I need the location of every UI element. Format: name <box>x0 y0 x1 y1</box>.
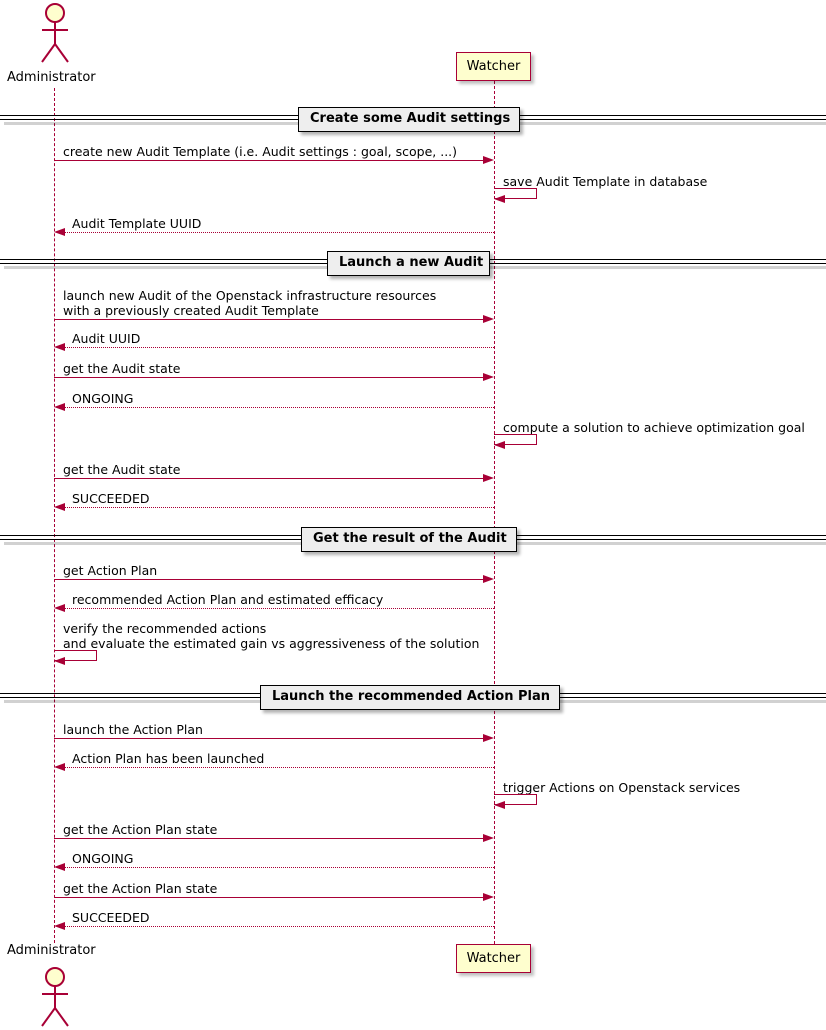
message-label-get-audit-state-2: get the Audit state <box>63 462 181 477</box>
divider-label-launch-new-audit: Launch a new Audit <box>327 251 490 276</box>
divider-label-get-result-of-audit: Get the result of the Audit <box>301 527 517 552</box>
actor-administrator-head-icon <box>41 3 69 63</box>
message-arrowhead-audit-template-uuid <box>54 228 65 236</box>
message-arrowhead-succeeded-audit <box>54 503 65 511</box>
message-label-action-plan-launched: Action Plan has been launched <box>72 751 265 766</box>
actor-label-administrator-bottom: Administrator <box>7 943 96 958</box>
participant-box-watcher-top[interactable]: Watcher <box>456 52 531 81</box>
message-line-succeeded-action-plan <box>65 926 494 927</box>
message-label-launch-action-plan: launch the Action Plan <box>63 722 203 737</box>
message-line-ongoing-action-plan <box>65 867 494 868</box>
message-arrowhead-trigger-actions <box>494 801 505 809</box>
message-selfloop-verify-recommended-actions <box>54 650 97 661</box>
message-label-succeeded-audit: SUCCEEDED <box>72 491 150 506</box>
message-arrowhead-get-action-plan-state-2 <box>483 893 494 901</box>
message-line-get-action-plan-state-2 <box>54 897 483 898</box>
message-line-get-action-plan <box>54 579 483 580</box>
lifeline-administrator <box>54 88 55 943</box>
lifeline-watcher <box>494 81 495 944</box>
message-arrowhead-verify-recommended-actions <box>54 657 65 665</box>
message-line-succeeded-audit <box>65 507 494 508</box>
message-label-trigger-actions: trigger Actions on Openstack services <box>503 780 741 795</box>
message-line-audit-template-uuid <box>65 232 494 233</box>
message-label-audit-uuid: Audit UUID <box>72 331 141 346</box>
divider-label-create-audit-settings: Create some Audit settings <box>298 107 520 132</box>
message-arrowhead-audit-uuid <box>54 343 65 351</box>
message-arrowhead-get-audit-state-1 <box>483 373 494 381</box>
message-selfloop-compute-solution <box>494 434 537 445</box>
participant-box-watcher-bottom[interactable]: Watcher <box>456 944 531 973</box>
message-line-audit-uuid <box>65 347 494 348</box>
message-arrowhead-save-audit-template <box>494 195 505 203</box>
message-line-get-action-plan-state-1 <box>54 838 483 839</box>
message-selfloop-save-audit-template <box>494 188 537 199</box>
message-label-save-audit-template: save Audit Template in database <box>503 174 708 189</box>
message-label-get-action-plan: get Action Plan <box>63 563 158 578</box>
message-line-get-audit-state-1 <box>54 377 483 378</box>
message-arrowhead-get-action-plan <box>483 575 494 583</box>
message-arrowhead-recommended-action-plan <box>54 604 65 612</box>
message-label-verify-recommended-actions: verify the recommended actions and evalu… <box>63 621 480 651</box>
message-arrowhead-action-plan-launched <box>54 763 65 771</box>
message-line-launch-action-plan <box>54 738 483 739</box>
message-selfloop-trigger-actions <box>494 794 537 805</box>
message-label-launch-new-audit: launch new Audit of the Openstack infras… <box>63 288 437 318</box>
actor-administrator-bottom-icon <box>41 967 69 1027</box>
message-arrowhead-succeeded-action-plan <box>54 922 65 930</box>
message-label-get-action-plan-state-2: get the Action Plan state <box>63 881 218 896</box>
message-line-action-plan-launched <box>65 767 494 768</box>
message-line-launch-new-audit <box>54 319 483 320</box>
actor-label-administrator-top: Administrator <box>7 70 96 85</box>
message-arrowhead-launch-action-plan <box>483 734 494 742</box>
message-line-create-audit-template <box>54 160 483 161</box>
message-line-ongoing-audit <box>65 407 494 408</box>
message-label-get-audit-state-1: get the Audit state <box>63 361 181 376</box>
message-line-recommended-action-plan <box>65 608 494 609</box>
message-label-audit-template-uuid: Audit Template UUID <box>72 216 202 231</box>
message-label-recommended-action-plan: recommended Action Plan and estimated ef… <box>72 592 384 607</box>
message-label-ongoing-action-plan: ONGOING <box>72 851 134 866</box>
message-arrowhead-get-action-plan-state-1 <box>483 834 494 842</box>
divider-label-launch-recommended-action-plan: Launch the recommended Action Plan <box>260 685 560 710</box>
message-label-get-action-plan-state-1: get the Action Plan state <box>63 822 218 837</box>
message-arrowhead-launch-new-audit <box>483 315 494 323</box>
message-label-create-audit-template: create new Audit Template (i.e. Audit se… <box>63 144 458 159</box>
message-arrowhead-ongoing-audit <box>54 403 65 411</box>
message-arrowhead-ongoing-action-plan <box>54 863 65 871</box>
message-arrowhead-get-audit-state-2 <box>483 474 494 482</box>
message-label-compute-solution: compute a solution to achieve optimizati… <box>503 420 805 435</box>
message-label-ongoing-audit: ONGOING <box>72 391 134 406</box>
message-label-succeeded-action-plan: SUCCEEDED <box>72 910 150 925</box>
message-arrowhead-compute-solution <box>494 441 505 449</box>
message-line-get-audit-state-2 <box>54 478 483 479</box>
message-arrowhead-create-audit-template <box>483 156 494 164</box>
